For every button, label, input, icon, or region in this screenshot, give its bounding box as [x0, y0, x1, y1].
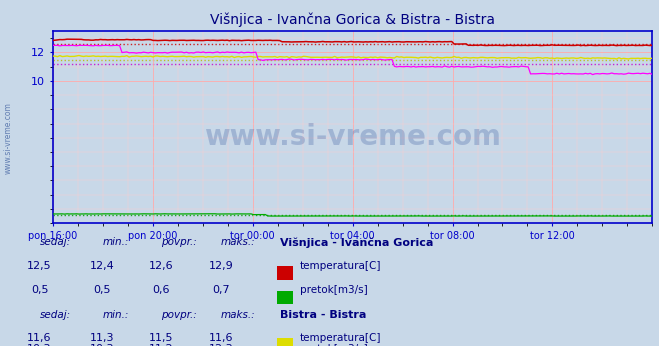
- Text: Bistra - Bistra: Bistra - Bistra: [280, 310, 366, 320]
- Text: 11,6: 11,6: [27, 333, 52, 343]
- Text: maks.:: maks.:: [221, 310, 256, 320]
- Text: 12,9: 12,9: [208, 261, 233, 271]
- Text: povpr.:: povpr.:: [161, 310, 197, 320]
- Text: Višnjica - Ivančna Gorica: Višnjica - Ivančna Gorica: [280, 237, 434, 247]
- Text: min.:: min.:: [102, 237, 129, 247]
- Text: pretok[m3/s]: pretok[m3/s]: [300, 344, 368, 346]
- Text: 12,5: 12,5: [27, 261, 52, 271]
- Text: min.:: min.:: [102, 310, 129, 320]
- Text: 0,7: 0,7: [212, 285, 229, 295]
- Text: 12,4: 12,4: [90, 261, 115, 271]
- Text: temperatura[C]: temperatura[C]: [300, 261, 382, 271]
- Text: 10,3: 10,3: [90, 344, 115, 346]
- Text: 12,6: 12,6: [149, 261, 174, 271]
- Text: 12,3: 12,3: [208, 344, 233, 346]
- Text: 11,6: 11,6: [208, 333, 233, 343]
- Text: www.si-vreme.com: www.si-vreme.com: [204, 123, 501, 151]
- Text: sedaj:: sedaj:: [40, 237, 71, 247]
- Text: 10,3: 10,3: [27, 344, 52, 346]
- Title: Višnjica - Ivančna Gorica & Bistra - Bistra: Višnjica - Ivančna Gorica & Bistra - Bis…: [210, 13, 495, 27]
- Text: www.si-vreme.com: www.si-vreme.com: [4, 102, 13, 174]
- Text: 0,5: 0,5: [31, 285, 48, 295]
- Text: 0,6: 0,6: [153, 285, 170, 295]
- Text: povpr.:: povpr.:: [161, 237, 197, 247]
- Text: 11,3: 11,3: [90, 333, 115, 343]
- Text: 11,2: 11,2: [149, 344, 174, 346]
- Text: pretok[m3/s]: pretok[m3/s]: [300, 285, 368, 295]
- Text: 0,5: 0,5: [94, 285, 111, 295]
- Text: 11,5: 11,5: [149, 333, 174, 343]
- Text: maks.:: maks.:: [221, 237, 256, 247]
- Text: sedaj:: sedaj:: [40, 310, 71, 320]
- Text: temperatura[C]: temperatura[C]: [300, 333, 382, 343]
